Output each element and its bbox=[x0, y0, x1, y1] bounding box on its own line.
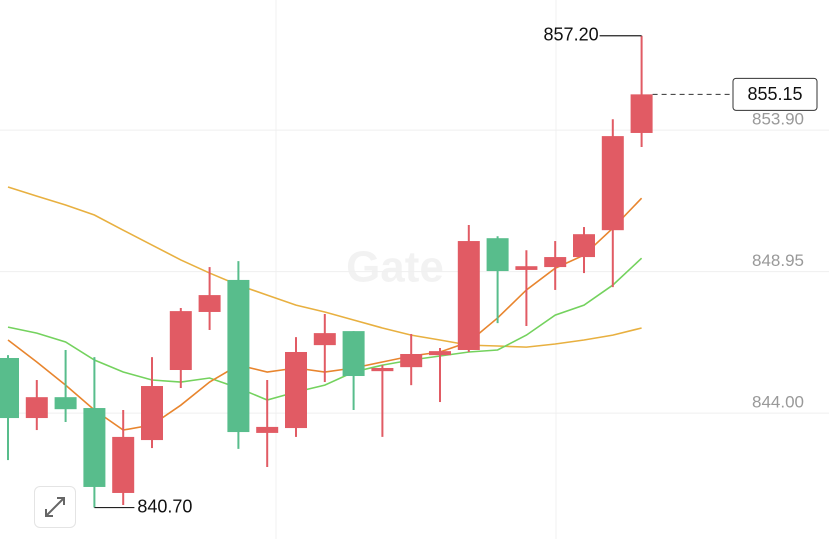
last-price-box bbox=[732, 77, 818, 111]
candle-body bbox=[169, 311, 192, 371]
expand-icon bbox=[45, 497, 65, 517]
y-tick-label: 853.90 bbox=[752, 110, 804, 129]
watermark: Gate bbox=[346, 243, 444, 292]
candle-body bbox=[515, 266, 538, 270]
y-tick-label: 844.00 bbox=[752, 393, 804, 412]
last-price-label: 855.15 bbox=[747, 84, 802, 104]
candle-body bbox=[285, 351, 307, 429]
candle-body bbox=[0, 357, 19, 419]
ma-line bbox=[7, 257, 643, 401]
min-label: 840.70 bbox=[137, 496, 192, 516]
candle-body bbox=[141, 386, 163, 441]
candle-body bbox=[630, 94, 653, 133]
candle-body bbox=[429, 351, 451, 356]
y-tick-label: 848.95 bbox=[752, 251, 804, 270]
candle-body bbox=[544, 257, 567, 268]
candle-body bbox=[112, 436, 135, 493]
max-label: 857.20 bbox=[544, 24, 599, 44]
candle-body bbox=[54, 397, 77, 410]
candle-body bbox=[198, 295, 221, 312]
candle-body bbox=[83, 408, 106, 487]
candle-body bbox=[400, 353, 423, 368]
candle-body bbox=[601, 136, 624, 231]
candle-body bbox=[227, 279, 250, 433]
ma-line bbox=[7, 186, 642, 348]
candle-body bbox=[371, 368, 394, 372]
candle-body bbox=[342, 331, 365, 377]
candle-body bbox=[313, 333, 336, 346]
candle-body bbox=[573, 234, 595, 258]
candle-body bbox=[457, 241, 480, 350]
candle-body bbox=[486, 238, 509, 272]
candle-body bbox=[25, 397, 48, 419]
candle-body bbox=[256, 426, 279, 433]
expand-button[interactable] bbox=[34, 486, 76, 528]
